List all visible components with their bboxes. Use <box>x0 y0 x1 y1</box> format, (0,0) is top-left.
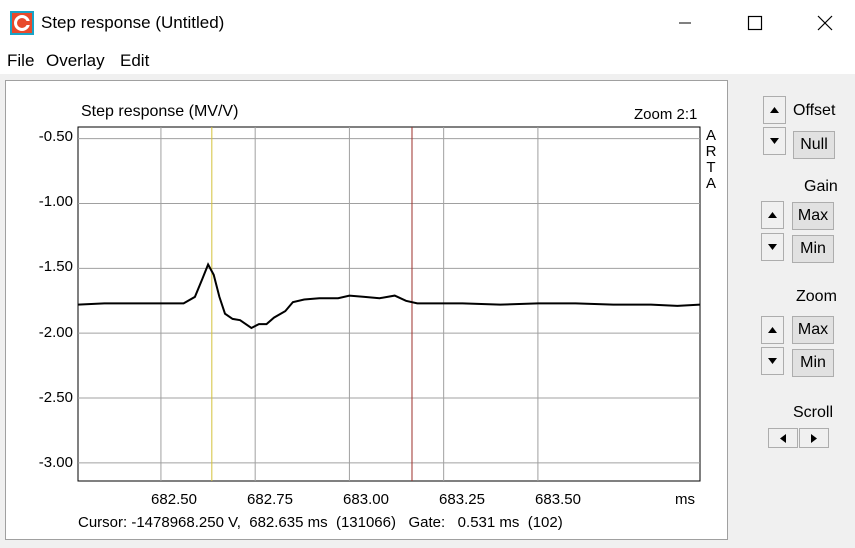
y-tick-label: -1.00 <box>38 193 73 210</box>
arta-watermark: A R T A <box>704 128 718 192</box>
close-icon <box>817 15 833 31</box>
grid-lines <box>78 127 700 481</box>
arta-letter: R <box>705 143 717 160</box>
scroll-left-button[interactable] <box>768 428 798 448</box>
window-title: Step response (Untitled) <box>41 13 225 32</box>
right-arrow-icon <box>811 433 817 443</box>
y-tick-label: -2.00 <box>38 324 73 341</box>
arta-app-icon <box>10 11 34 35</box>
menu-file[interactable]: File <box>7 51 35 70</box>
zoom-up-button[interactable] <box>761 316 784 344</box>
minimize-button[interactable] <box>650 0 720 46</box>
offset-up-button[interactable] <box>763 96 786 124</box>
up-arrow-icon <box>768 212 777 218</box>
maximize-icon <box>747 15 763 31</box>
maximize-button[interactable] <box>720 0 790 46</box>
arta-letter: A <box>705 127 716 144</box>
cursor-status: Cursor: -1478968.250 V, 682.635 ms (1310… <box>78 514 563 531</box>
zoom-ratio-label: Zoom 2:1 <box>634 106 698 123</box>
offset-null-button[interactable]: Null <box>793 131 835 159</box>
gain-min-button[interactable]: Min <box>792 235 834 263</box>
y-tick-label: -0.50 <box>38 128 73 145</box>
menu-edit[interactable]: Edit <box>120 51 150 70</box>
x-tick-label: 683.50 <box>535 491 581 508</box>
chart-title: Step response (MV/V) <box>81 103 239 120</box>
series-line-step-response <box>77 262 701 330</box>
arta-letter: T <box>706 159 716 176</box>
gain-down-button[interactable] <box>761 233 784 261</box>
x-tick-label: 683.00 <box>343 491 389 508</box>
close-button[interactable] <box>790 0 855 46</box>
down-arrow-icon <box>770 138 779 144</box>
zoom-label: Zoom <box>796 288 837 305</box>
up-arrow-icon <box>770 107 779 113</box>
menu-bar: File Overlay Edit <box>0 46 855 74</box>
x-unit-label: ms <box>675 491 695 508</box>
y-tick-label: -2.50 <box>38 389 73 406</box>
scroll-label: Scroll <box>793 404 834 421</box>
x-tick-label: 682.50 <box>151 491 197 508</box>
marker-lines <box>211 127 413 481</box>
x-tick-label: 682.75 <box>247 491 293 508</box>
arta-letter: A <box>705 175 716 192</box>
y-tick-label: -3.00 <box>38 454 73 471</box>
up-arrow-icon <box>768 327 777 333</box>
y-tick-label: -1.50 <box>38 258 73 275</box>
gain-label: Gain <box>804 178 838 195</box>
x-tick-label: 683.25 <box>439 491 485 508</box>
zoom-down-button[interactable] <box>761 347 784 375</box>
left-arrow-icon <box>780 433 786 443</box>
menu-overlay[interactable]: Overlay <box>46 51 105 70</box>
scroll-right-button[interactable] <box>799 428 829 448</box>
down-arrow-icon <box>768 244 777 250</box>
title-bar[interactable]: Step response (Untitled) <box>0 0 855 46</box>
minimize-icon <box>679 22 691 24</box>
zoom-min-button[interactable]: Min <box>792 349 834 377</box>
offset-label: Offset <box>793 102 836 119</box>
gain-up-button[interactable] <box>761 201 784 229</box>
down-arrow-icon <box>768 358 777 364</box>
zoom-max-button[interactable]: Max <box>792 316 834 344</box>
offset-down-button[interactable] <box>763 127 786 155</box>
gain-max-button[interactable]: Max <box>792 202 834 230</box>
